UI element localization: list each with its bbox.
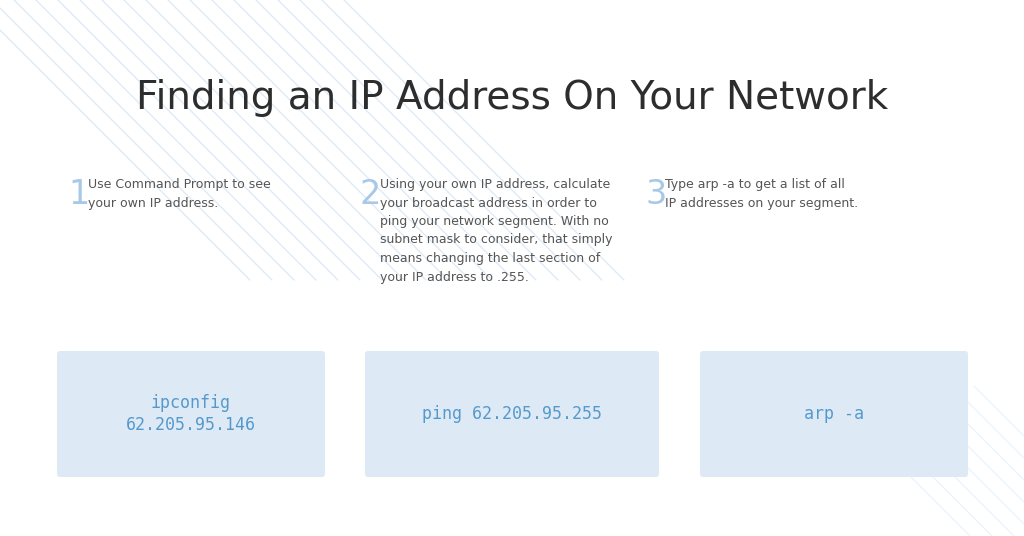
Text: Type arp -a to get a list of all
IP addresses on your segment.: Type arp -a to get a list of all IP addr… xyxy=(665,178,858,210)
Text: 3: 3 xyxy=(645,178,667,211)
Text: 62.205.95.146: 62.205.95.146 xyxy=(126,416,256,434)
Text: Use Command Prompt to see
your own IP address.: Use Command Prompt to see your own IP ad… xyxy=(88,178,270,210)
Text: ipconfig: ipconfig xyxy=(151,394,231,412)
FancyBboxPatch shape xyxy=(57,351,325,477)
FancyBboxPatch shape xyxy=(700,351,968,477)
FancyBboxPatch shape xyxy=(365,351,659,477)
Text: Using your own IP address, calculate
your broadcast address in order to
ping you: Using your own IP address, calculate you… xyxy=(380,178,612,284)
Text: arp -a: arp -a xyxy=(804,405,864,423)
Text: ping 62.205.95.255: ping 62.205.95.255 xyxy=(422,405,602,423)
Text: Finding an IP Address On Your Network: Finding an IP Address On Your Network xyxy=(136,79,888,117)
Text: 2: 2 xyxy=(360,178,381,211)
Text: 1: 1 xyxy=(68,178,89,211)
